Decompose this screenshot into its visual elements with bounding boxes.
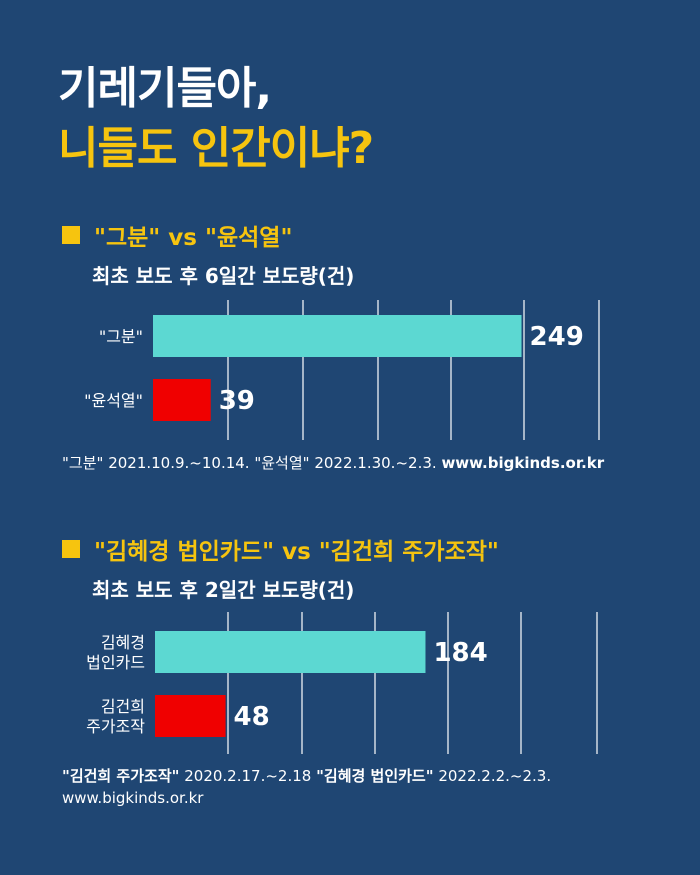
chart1-source-site: www.bigkinds.or.kr — [441, 454, 605, 472]
chart2-source-site: www.bigkinds.or.kr — [62, 789, 204, 807]
page-title-line-1: 기레기들아, — [58, 63, 272, 114]
chart2-title: "김혜경 법인카드" vs "김건희 주가조작" — [94, 539, 499, 565]
chart2-source-a-dates: 2020.2.17.~2.18 — [184, 767, 312, 785]
chart1-title: "그분" vs "윤석열" — [94, 225, 293, 251]
chart1-source: "그분" 2021.10.9.~10.14. "윤석열" 2022.1.30.~… — [62, 452, 604, 474]
chart1-plot: "그분" 249 "윤석열" 39 — [84, 300, 600, 440]
chart2-bar — [155, 631, 426, 673]
chart2-category-label: 주가조작 — [86, 717, 145, 736]
chart1-source-b-label: "윤석열" — [254, 454, 310, 472]
chart1-category-label: "윤석열" — [84, 391, 143, 410]
chart1-source-a-label: "그분" — [62, 454, 104, 472]
chart2-subtitle: 최초 보도 후 2일간 보도량(건) — [92, 578, 355, 602]
chart2-source: "김건희 주가조작" 2020.2.17.~2.18 "김혜경 법인카드" 20… — [62, 765, 551, 809]
chart2-category-label: 김혜경 — [101, 633, 145, 652]
chart2-bar — [155, 695, 226, 737]
chart2-source-b-dates: 2022.2.2.~2.3. — [438, 767, 552, 785]
chart2-header: "김혜경 법인카드" vs "김건희 주가조작" 최초 보도 후 2일간 보도량… — [62, 532, 499, 603]
chart2-category-label: 법인카드 — [86, 653, 145, 672]
chart1-bar — [153, 379, 211, 421]
chart1-value-label: 39 — [219, 386, 255, 416]
chart1-value-label: 249 — [530, 322, 584, 352]
chart2-value-label: 184 — [433, 638, 487, 668]
chart2-category-label: 김건희 — [101, 697, 145, 716]
square-bullet-icon — [62, 226, 80, 244]
chart2-source-b-label: "김혜경 법인카드" — [316, 767, 434, 785]
page-title-line-2: 니들도 인간이냐? — [58, 123, 374, 174]
chart1-source-a-dates: 2021.10.9.~10.14. — [108, 454, 250, 472]
chart1-source-b-dates: 2022.1.30.~2.3. — [314, 454, 437, 472]
chart1-category-label: "그분" — [99, 327, 143, 346]
chart1-subtitle: 최초 보도 후 6일간 보도량(건) — [92, 264, 355, 288]
chart1-header: "그분" vs "윤석열" 최초 보도 후 6일간 보도량(건) — [62, 218, 354, 289]
chart1-bar — [153, 315, 522, 357]
square-bullet-icon — [62, 540, 80, 558]
chart2-value-label: 48 — [234, 702, 270, 732]
chart2-source-a-label: "김건희 주가조작" — [62, 767, 180, 785]
